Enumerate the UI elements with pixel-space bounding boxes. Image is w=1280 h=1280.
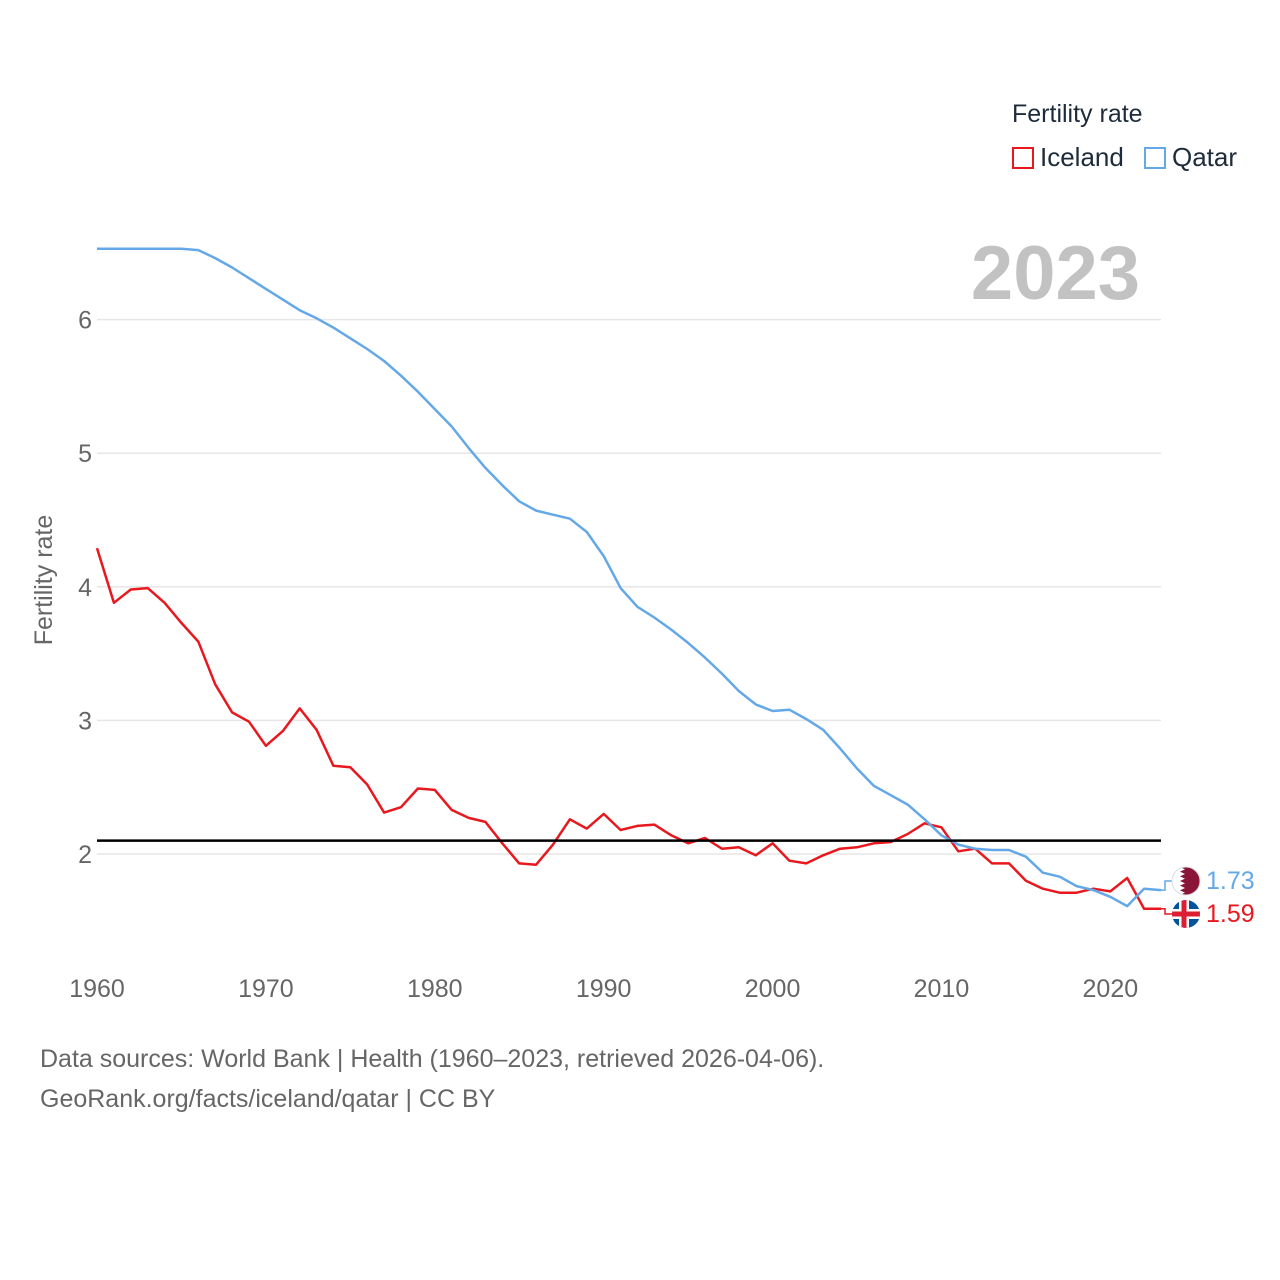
- x-axis-ticks: 1960 1970 1980 1990 2000 2010 2020: [69, 975, 1138, 1003]
- footer-sources: Data sources: World Bank | Health (1960–…: [40, 1045, 825, 1073]
- x-tick-label-2000: 2000: [745, 975, 801, 1003]
- footer-credit[interactable]: GeoRank.org/facts/iceland/qatar | CC BY: [40, 1085, 496, 1113]
- grid-lines: [97, 318, 1161, 855]
- legend-title: Fertility rate: [1012, 100, 1143, 128]
- y-axis-ticks: 2 3 4 5 6: [78, 307, 92, 869]
- iceland-flag-icon: [1172, 900, 1200, 928]
- year-label: 2023: [970, 231, 1140, 316]
- y-tick-label-6: 6: [78, 307, 92, 335]
- x-tick-label-1970: 1970: [238, 975, 294, 1003]
- y-tick-label-4: 4: [78, 574, 92, 602]
- legend-item-qatar[interactable]: Qatar: [1144, 142, 1237, 173]
- x-tick-label-1990: 1990: [576, 975, 632, 1003]
- legend-label-qatar: Qatar: [1172, 142, 1238, 172]
- qatar-flag-icon: [1172, 867, 1200, 895]
- y-axis-label: Fertility rate: [30, 515, 58, 646]
- series-line-qatar: [97, 247, 1162, 908]
- x-tick-label-2010: 2010: [914, 975, 970, 1003]
- legend-swatch-iceland: [1012, 146, 1034, 169]
- y-tick-label-2: 2: [78, 841, 92, 869]
- series-end-markers: [1161, 866, 1201, 928]
- series-lines: [95, 247, 1162, 911]
- x-tick-label-1980: 1980: [407, 975, 463, 1003]
- legend-label-iceland: Iceland: [1040, 142, 1124, 172]
- x-tick-label-2020: 2020: [1083, 975, 1139, 1003]
- y-tick-label-3: 3: [78, 707, 92, 735]
- iceland-end-value: 1.59: [1206, 900, 1255, 928]
- qatar-connector: [1161, 880, 1174, 891]
- iceland-connector: [1161, 908, 1174, 915]
- legend-item-iceland[interactable]: Iceland: [1012, 142, 1124, 173]
- legend-swatch-qatar: [1144, 146, 1166, 169]
- x-tick-label-1960: 1960: [69, 975, 125, 1003]
- y-tick-label-5: 5: [78, 440, 92, 468]
- series-line-iceland: [95, 547, 1161, 911]
- qatar-end-value: 1.73: [1206, 867, 1255, 895]
